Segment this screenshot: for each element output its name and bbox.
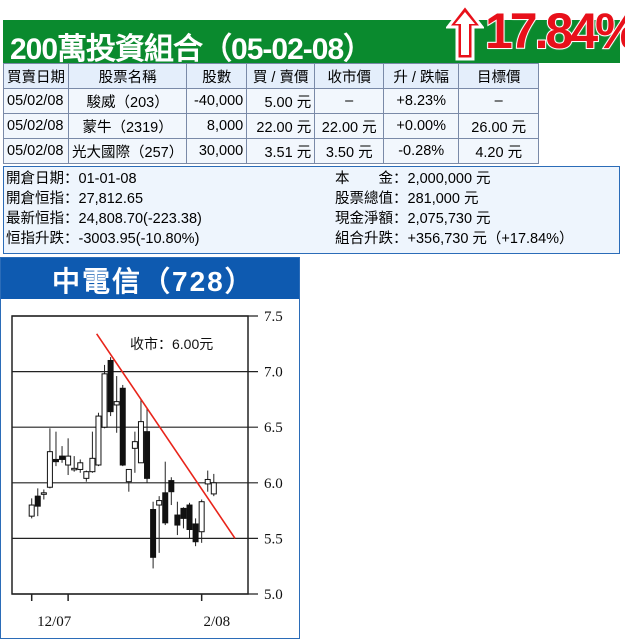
candle-body (89, 457, 96, 473)
table-cell: 光大國際（257） (67, 138, 188, 164)
table-cell: +0.00% (383, 113, 460, 139)
table-cell: 05/02/08 (3, 138, 69, 164)
candle-body (59, 455, 66, 460)
candle-body (131, 441, 138, 449)
candle-body (198, 501, 205, 533)
x-tick-label: 2/08 (203, 614, 230, 630)
x-tick-label: 12/07 (37, 614, 72, 630)
candle-body (52, 458, 59, 463)
table-cell: 05/02/08 (3, 88, 69, 114)
table-cell: -40,000 (186, 88, 248, 114)
candle-body (113, 401, 120, 406)
page-title: 200萬投資組合（05-02-08） (10, 33, 373, 66)
table-cell: 4.20 元 (458, 138, 540, 164)
summary-line: 開倉恒指：27,812.65 (6, 191, 144, 207)
summary-line: 開倉日期：01-01-08 (6, 171, 137, 187)
summary-line: 恒指升跌：-3003.95(-10.80%) (6, 231, 200, 247)
header-bar (3, 20, 620, 63)
column-header: 買 / 賣價 (246, 63, 316, 89)
table-cell: 05/02/08 (3, 113, 69, 139)
candle-body (162, 492, 169, 524)
table-cell: 30,000 (186, 138, 248, 164)
table-row: 05/02/08 蒙牛（2319） 8,000 22.00 元 22.00 元 +0.00… (3, 113, 540, 139)
candle-body (101, 373, 108, 428)
summary-right: 本 金：2,000,000 元股票總值：281,000 元現金淨額：2,075,… (335, 169, 574, 249)
candle-body (77, 462, 84, 470)
candle-body (156, 500, 163, 506)
summary-line: 組合升跌：+356,730 元（+17.84%） (335, 231, 574, 247)
table-cell: – (314, 88, 385, 114)
table-cell: 3.51 元 (246, 138, 316, 164)
candle-body (119, 387, 126, 466)
candle-body (65, 455, 72, 466)
summary-line: 最新恒指：24,808.70(-223.38) (6, 211, 202, 227)
column-header: 股票名稱 (67, 63, 188, 89)
candle-body (107, 359, 114, 413)
candle-body (46, 451, 53, 488)
candle-body (34, 495, 41, 507)
table-cell: 駿威（203） (67, 88, 188, 114)
candle-body (180, 507, 187, 519)
column-header: 買賣日期 (3, 63, 69, 89)
y-tick-label: 5.0 (264, 587, 283, 603)
candle-body (144, 431, 151, 479)
trend-line (95, 333, 236, 539)
summary-left: 開倉日期：01-01-08 開倉恒指：27,812.65 最新恒指：24,808.7… (6, 169, 202, 249)
y-tick-label: 5.5 (264, 531, 283, 547)
column-header: 股數 (186, 63, 248, 89)
candle-body (28, 504, 35, 517)
summary-line: 現金淨額：2,075,730 元 (335, 211, 491, 227)
candle-body (174, 514, 181, 526)
summary-line: 本 金：2,000,000 元 (335, 171, 491, 187)
y-tick-label: 6.5 (264, 420, 283, 436)
candle-body (137, 421, 144, 464)
table-row: 05/02/08 駿威（203） -40,000 5.00 元 – +8.23% – (3, 88, 540, 114)
y-tick-label: 6.0 (264, 476, 283, 492)
candle-body (71, 467, 78, 471)
candle-body (186, 504, 193, 531)
table-cell: +8.23% (383, 88, 460, 114)
column-header: 收市價 (314, 63, 385, 89)
column-header: 升 / 跌幅 (383, 63, 460, 89)
table-row: 05/02/08 光大國際（257） 30,000 3.51 元 3.50 元 -0.28… (3, 138, 540, 164)
y-tick-label: 7.0 (264, 365, 283, 381)
chart-header (1, 258, 299, 299)
table-cell: 22.00 元 (314, 113, 385, 139)
candle-body (210, 482, 217, 495)
table-cell: -0.28% (383, 138, 460, 164)
summary-line: 股票總值：281,000 元 (335, 191, 479, 207)
candle-body (83, 471, 90, 479)
table-cell: 蒙牛（2319） (67, 113, 188, 139)
table-cell: 3.50 元 (314, 138, 385, 164)
table-cell: 22.00 元 (246, 113, 316, 139)
y-tick-label: 7.5 (264, 309, 283, 325)
candle-body (192, 523, 199, 543)
candle-body (168, 480, 175, 493)
up-arrow-icon (446, 3, 484, 61)
column-header: 目標價 (458, 63, 540, 89)
table-cell: 5.00 元 (246, 88, 316, 114)
table-cell: 26.00 元 (458, 113, 540, 139)
close-price-annotation: 收市：6.00元 (130, 336, 213, 352)
candle-body (40, 492, 47, 495)
candlestick-chart: 5.0 5.5 6.0 6.5 7.0 7.5 12/07 2/08 收市：6.00元 (11, 309, 283, 630)
return-percent: 17.84% (484, 2, 625, 60)
summary-box: 開倉日期：01-01-08 開倉恒指：27,812.65 最新恒指：24,808.7… (3, 166, 620, 254)
portfolio-table: 買賣日期 股票名稱 股數買 / 賣價 收市價升 / 跌幅 目標價 05/02/08 駿威（… (3, 63, 540, 164)
candle-body (125, 468, 132, 483)
table-cell: 8,000 (186, 113, 248, 139)
candle-body (150, 508, 157, 558)
chart-title: 中電信（728） (52, 266, 255, 297)
table-header-row: 買賣日期 股票名稱 股數買 / 賣價 收市價升 / 跌幅 目標價 (3, 63, 540, 89)
candle-body (204, 478, 211, 485)
table-cell: – (458, 88, 540, 114)
candle-body (95, 415, 102, 466)
